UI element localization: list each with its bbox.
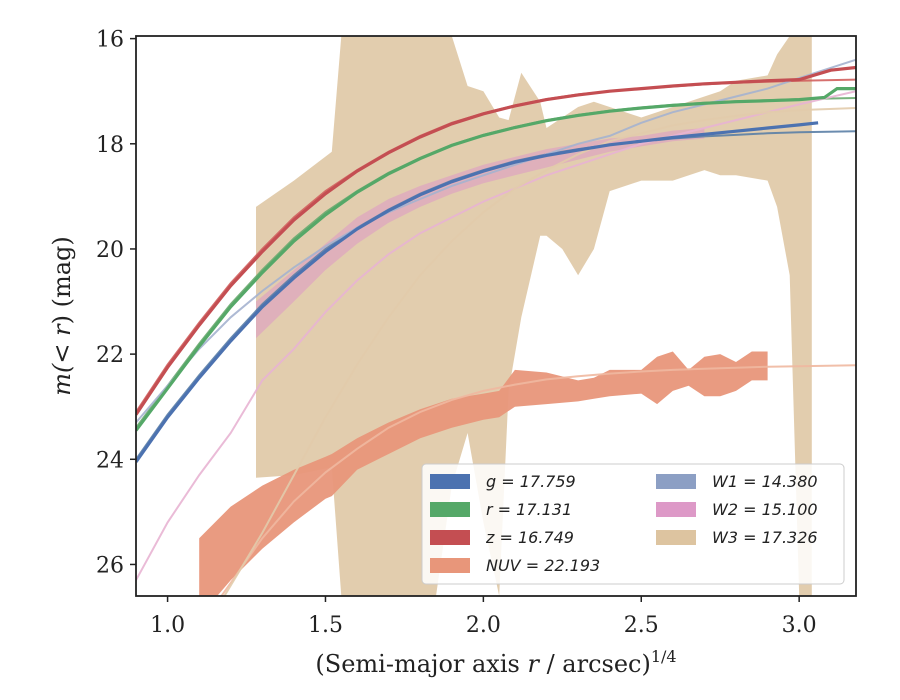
y-axis-label: m(< r) (mag) xyxy=(48,236,76,396)
uncertainty-bands xyxy=(199,36,812,596)
legend-swatch-r xyxy=(430,502,470,517)
x-tick-label: 1.5 xyxy=(308,613,343,638)
legend-label-z: z = 16.749 xyxy=(485,528,574,547)
band-w3 xyxy=(256,36,812,596)
curve-w2 xyxy=(136,90,856,581)
legend-swatch-g xyxy=(430,474,470,489)
profile-g xyxy=(136,121,819,463)
y-tick-label: 16 xyxy=(96,28,124,53)
plot-area xyxy=(136,36,856,596)
legend-label-r: r = 17.131 xyxy=(486,500,572,519)
curve-w3 xyxy=(223,107,856,596)
x-tick-label: 1.0 xyxy=(150,613,185,638)
legend-label-w2: W2 = 15.100 xyxy=(712,500,818,519)
legend-label-nuv: NUV = 22.193 xyxy=(486,556,600,575)
curve-nuv xyxy=(220,364,856,596)
y-tick-label: 20 xyxy=(96,238,124,263)
legend-swatch-w3 xyxy=(656,530,696,545)
band-w2 xyxy=(256,128,705,339)
y-tick-label: 26 xyxy=(96,553,124,578)
legend-label-w1: W1 = 14.380 xyxy=(712,472,818,491)
legend-label-w3: W3 = 17.326 xyxy=(712,528,818,547)
x-tick-label: 2.5 xyxy=(624,613,659,638)
legend-swatch-nuv xyxy=(430,558,470,573)
band-nuv xyxy=(199,351,768,596)
profile-r xyxy=(136,87,856,432)
x-axis-ticks: 1.0 1.5 2.0 2.5 3.0 xyxy=(150,596,817,638)
y-axis-ticks: 16 18 20 22 24 26 xyxy=(96,28,136,578)
y-tick-label: 24 xyxy=(96,448,124,473)
legend-swatch-z xyxy=(430,530,470,545)
legend: g = 17.759 r = 17.131 z = 16.749 NUV = 22.1… xyxy=(421,463,845,585)
x-tick-label: 3.0 xyxy=(782,613,817,638)
profile-z xyxy=(136,65,856,416)
x-axis-label: (Semi-major axis r / arcsec)1/4 xyxy=(315,647,676,678)
legend-swatch-w1 xyxy=(656,474,696,489)
legend-swatch-w2 xyxy=(656,502,696,517)
y-tick-label: 22 xyxy=(96,343,124,368)
observed-profiles xyxy=(136,65,856,463)
x-tick-label: 2.0 xyxy=(466,613,501,638)
plot-frame xyxy=(135,35,857,597)
legend-label-g: g = 17.759 xyxy=(486,472,576,491)
y-tick-label: 18 xyxy=(96,133,124,158)
legend-frame xyxy=(421,463,845,585)
